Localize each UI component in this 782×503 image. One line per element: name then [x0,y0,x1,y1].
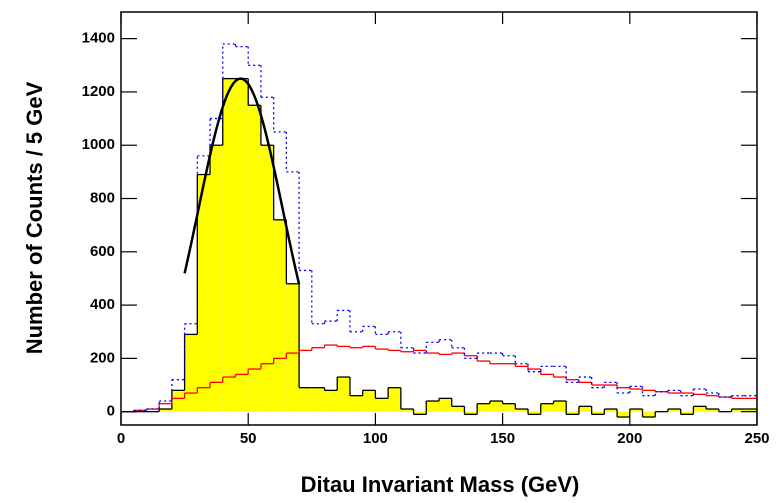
y-tick-label: 600 [90,243,115,260]
x-tick-label: 250 [744,430,769,447]
y-axis-title: Number of Counts / 5 GeV [22,81,47,354]
y-tick-label: 200 [90,349,115,366]
bar-fill [667,409,681,412]
bar-fill [349,395,363,412]
y-tick-label: 400 [90,296,115,313]
bar-fill [286,283,300,412]
bar-fill [439,398,452,412]
bar-fill [617,411,630,418]
bar-fill [566,411,579,415]
bar-fill [642,411,656,418]
bar-fill [731,409,745,412]
bar-fill [260,145,274,412]
fit-curve [183,77,301,285]
bar-fill [362,390,376,412]
bar-fill [159,409,172,412]
bar-fill [337,377,350,412]
x-tick-label: 200 [617,430,642,447]
bar-fill [515,409,529,412]
bar-fill [706,409,719,412]
y-tick-label: 1400 [82,30,115,47]
bar-fill [604,409,618,412]
bar-fill [273,219,287,412]
bar-fill [375,398,389,412]
y-tick-label: 1200 [82,83,115,100]
bar-fill [248,105,261,412]
bar-fill [222,78,236,412]
bar-fill [629,409,643,412]
plot-frame [120,11,758,426]
bar-fill [197,174,211,412]
bar-fill [413,411,427,415]
bar-fill [311,387,325,412]
x-tick-label: 100 [363,430,388,447]
x-axis-title: Ditau Invariant Mass (GeV) [301,472,580,497]
bar-fill [299,387,312,412]
bar-fill [464,411,478,415]
bar-fill [324,390,338,412]
bar-fill [451,406,465,412]
bar-fill [489,401,503,412]
y-tick-label: 800 [90,189,115,206]
bar-fill [171,390,185,412]
bar-fill [553,401,567,412]
x-tick-label: 150 [490,430,515,447]
x-tick-label: 0 [117,430,125,447]
y-tick-label: 0 [107,403,115,420]
bar-fill [210,145,223,412]
bar-fill [680,411,694,415]
bar-fill [184,334,198,412]
bar-fill [528,411,541,415]
bar-fill [591,411,605,415]
bar-fill [235,78,249,412]
bar-fill [578,406,592,412]
y-tick-label: 1000 [82,136,115,153]
x-tick-label: 50 [240,430,257,447]
bar-fill [540,403,554,412]
bar-fill [477,403,490,412]
bar-fill [388,387,401,412]
bar-fill [693,406,707,412]
bar-fill [400,409,414,412]
bar-fill [426,401,439,412]
bar-fill [744,409,757,412]
bar-fill [502,403,516,412]
